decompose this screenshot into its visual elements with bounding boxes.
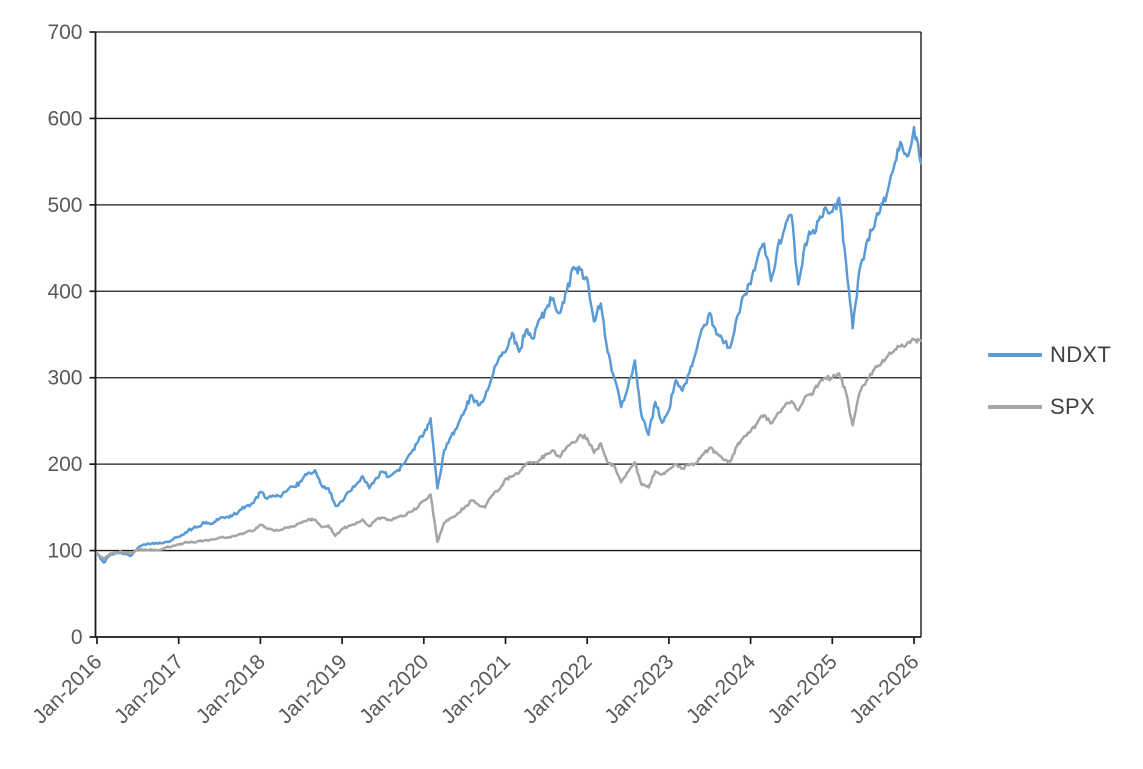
legend-item-ndxt: NDXT	[988, 338, 1111, 372]
series-line-ndxt	[95, 125, 923, 564]
x-axis-tick-label: Jan-2020	[355, 650, 433, 728]
y-axis-tick-label: 200	[47, 453, 82, 476]
y-axis-tick-label: 400	[47, 280, 82, 303]
y-axis-tick-label: 700	[47, 21, 82, 44]
y-axis-tick-label: 600	[47, 107, 82, 130]
y-axis-tick-label: 0	[71, 626, 83, 649]
chart-legend: NDXT SPX	[988, 338, 1111, 424]
y-axis-tick-label: 100	[47, 540, 82, 563]
y-axis-tick-label: 300	[47, 367, 82, 390]
x-axis-tick-label: Jan-2024	[682, 650, 760, 728]
legend-label-spx: SPX	[1050, 394, 1095, 419]
x-axis-tick-label: Jan-2018	[192, 650, 270, 728]
x-axis-tick-label: Jan-2025	[764, 650, 842, 728]
x-axis-tick-label: Jan-2022	[519, 650, 597, 728]
legend-label-ndxt: NDXT	[1050, 342, 1112, 367]
legend-swatch-spx	[988, 405, 1042, 409]
y-axis-tick-label: 500	[47, 194, 82, 217]
x-axis-tick-label: Jan-2017	[110, 650, 188, 728]
x-axis-tick-label: Jan-2026	[845, 650, 923, 728]
x-axis-tick-label: Jan-2016	[28, 650, 106, 728]
legend-swatch-ndxt	[988, 353, 1042, 357]
x-axis-tick-label: Jan-2019	[273, 650, 351, 728]
x-axis-tick-label: Jan-2023	[600, 650, 678, 728]
x-axis-tick-label: Jan-2021	[437, 650, 515, 728]
series-line-spx	[95, 337, 923, 561]
legend-item-spx: SPX	[988, 390, 1111, 424]
